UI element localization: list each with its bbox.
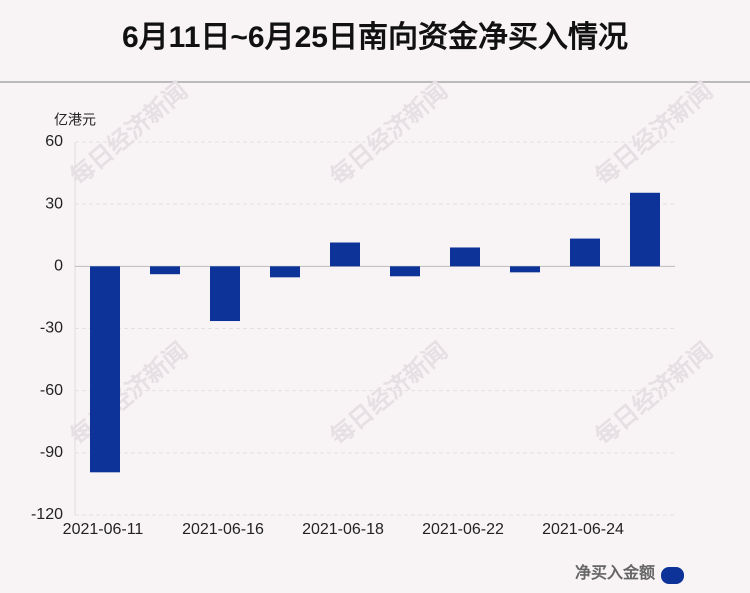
legend-label: 净买入金额 [575, 563, 655, 582]
x-tick-label: 2021-06-11 [63, 521, 144, 538]
x-tick-label: 2021-06-22 [422, 521, 504, 538]
bar [510, 266, 540, 273]
y-tick-label: -60 [40, 382, 63, 399]
y-tick-label: 0 [54, 258, 63, 275]
bar [90, 266, 120, 473]
y-tick-label: 60 [45, 133, 63, 150]
bar [150, 266, 180, 275]
bar [630, 192, 660, 267]
x-tick-label: 2021-06-18 [302, 521, 384, 538]
y-tick-label: -120 [31, 506, 63, 523]
bar [270, 266, 300, 278]
y-tick-label: 30 [45, 195, 63, 212]
x-tick-label: 2021-06-24 [542, 521, 624, 538]
x-tick-label: 2021-06-16 [182, 521, 264, 538]
y-tick-label: -90 [40, 444, 63, 461]
y-tick-label: -30 [40, 320, 63, 337]
chart-title: 6月11日~6月25日南向资金净买入情况 [122, 20, 628, 54]
y-axis-label: 亿港元 [54, 112, 96, 128]
legend-swatch [661, 567, 684, 584]
bar [390, 266, 420, 277]
bar [330, 242, 360, 267]
bar [570, 238, 600, 267]
bar [450, 247, 480, 267]
bar [210, 266, 240, 322]
